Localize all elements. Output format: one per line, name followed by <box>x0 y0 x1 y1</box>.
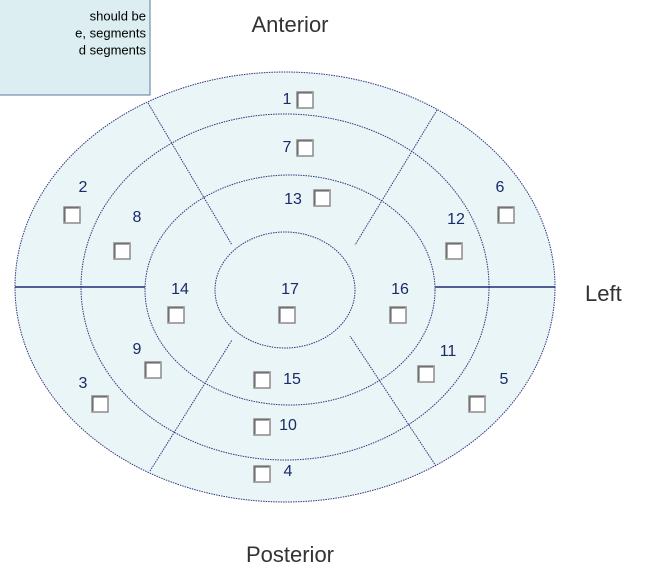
ring-apex <box>214 231 356 349</box>
segment-checkbox[interactable] <box>296 139 314 157</box>
segment-checkbox[interactable] <box>253 371 271 389</box>
checkbox[interactable] <box>253 418 271 436</box>
segment-label: 7 <box>283 139 292 156</box>
checkbox-bevel <box>254 372 269 387</box>
segment-checkbox[interactable] <box>167 306 185 324</box>
direction-label: Anterior <box>251 12 328 37</box>
checkbox[interactable] <box>497 206 515 224</box>
checkbox[interactable] <box>91 395 109 413</box>
checkbox-bevel <box>297 140 312 155</box>
checkbox[interactable] <box>468 395 486 413</box>
checkbox[interactable] <box>278 306 296 324</box>
segment-label: 10 <box>279 417 297 434</box>
checkbox-bevel <box>390 307 405 322</box>
segment-label: 3 <box>79 375 88 392</box>
checkbox-bevel <box>297 92 312 107</box>
tooltip-box <box>0 0 151 96</box>
segment-checkbox[interactable] <box>253 465 271 483</box>
checkbox[interactable] <box>167 306 185 324</box>
checkbox-bevel <box>418 366 433 381</box>
divider <box>349 335 437 467</box>
checkbox[interactable] <box>63 206 81 224</box>
checkbox-bevel <box>254 466 269 481</box>
segment-label: 2 <box>79 179 88 196</box>
segment-checkbox[interactable] <box>91 395 109 413</box>
checkbox-bevel <box>446 243 461 258</box>
checkbox[interactable] <box>113 242 131 260</box>
segment-label: 15 <box>283 371 301 388</box>
segment-label: 16 <box>391 281 409 298</box>
segment-checkbox[interactable] <box>313 189 331 207</box>
segment-checkbox[interactable] <box>389 306 407 324</box>
divider <box>149 339 233 472</box>
segment-label: 4 <box>284 463 293 480</box>
segment-checkbox[interactable] <box>253 418 271 436</box>
checkbox[interactable] <box>445 242 463 260</box>
segment-checkbox[interactable] <box>445 242 463 260</box>
checkbox-bevel <box>469 396 484 411</box>
segment-checkbox[interactable] <box>63 206 81 224</box>
checkbox-bevel <box>314 190 329 205</box>
checkbox-bevel <box>145 362 160 377</box>
checkbox-bevel <box>64 207 79 222</box>
checkbox[interactable] <box>417 365 435 383</box>
segment-label: 11 <box>440 343 457 360</box>
segment-label: 12 <box>447 211 465 228</box>
bullseye <box>14 71 556 503</box>
direction-label: Left <box>585 281 622 306</box>
segment-label: 9 <box>133 341 142 358</box>
segment-checkbox[interactable] <box>497 206 515 224</box>
checkbox[interactable] <box>296 139 314 157</box>
segment-label: 5 <box>500 371 509 388</box>
segment-checkbox[interactable] <box>468 395 486 413</box>
segment-checkbox[interactable] <box>417 365 435 383</box>
divider <box>354 109 438 246</box>
tooltip-line: d segments <box>79 42 147 57</box>
checkbox-bevel <box>279 307 294 322</box>
checkbox[interactable] <box>253 465 271 483</box>
segment-label: 8 <box>133 209 142 226</box>
segment-checkbox[interactable] <box>144 361 162 379</box>
checkbox-bevel <box>168 307 183 322</box>
segment-checkbox[interactable] <box>296 91 314 109</box>
segment-label: 14 <box>171 281 189 298</box>
segment-label: 1 <box>283 91 292 108</box>
segment-label: 6 <box>496 179 505 196</box>
checkbox-bevel <box>254 419 269 434</box>
direction-label: Posterior <box>246 542 334 567</box>
checkbox[interactable] <box>144 361 162 379</box>
segment-checkbox[interactable] <box>278 306 296 324</box>
checkbox[interactable] <box>313 189 331 207</box>
tooltip-line: e, segments <box>75 25 146 40</box>
checkbox[interactable] <box>389 306 407 324</box>
checkbox-bevel <box>498 207 513 222</box>
segment-label: 13 <box>284 191 302 208</box>
tooltip-line: should be <box>90 8 146 23</box>
checkbox-bevel <box>92 396 107 411</box>
checkbox[interactable] <box>296 91 314 109</box>
segment-checkbox[interactable] <box>113 242 131 260</box>
checkbox-bevel <box>114 243 129 258</box>
segment-label: 17 <box>281 281 299 298</box>
checkbox[interactable] <box>253 371 271 389</box>
